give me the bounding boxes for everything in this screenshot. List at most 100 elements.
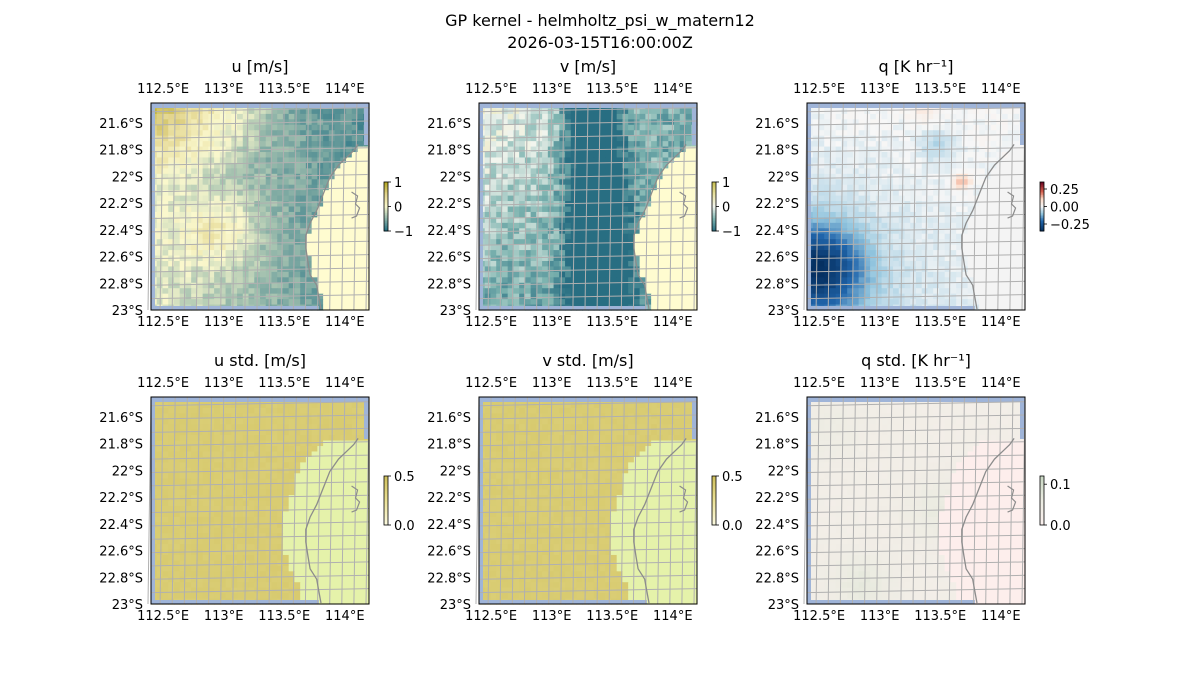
heatmap-cell (593, 260, 601, 268)
heatmap-cell (679, 119, 687, 126)
heatmap-cell (616, 135, 624, 142)
heatmap-cell (179, 435, 187, 442)
heatmap-cell (507, 260, 515, 268)
heatmap-cell (565, 190, 572, 197)
heatmap-cell (173, 184, 181, 191)
heatmap-cell (662, 168, 669, 175)
heatmap-cell (973, 299, 980, 306)
heatmap-cell (225, 429, 232, 436)
heatmap-cell (202, 108, 209, 115)
heatmap-cell (305, 168, 313, 175)
heatmap-cell (881, 135, 888, 142)
colorbar-segment (384, 211, 388, 214)
heatmap-cell (893, 239, 900, 246)
heatmap-cell (881, 113, 888, 120)
heatmap-cell (996, 135, 1003, 142)
heatmap-cell (305, 184, 313, 191)
heatmap-cell (956, 288, 963, 295)
heatmap-cell (530, 217, 537, 224)
heatmap-cell (944, 152, 952, 159)
heatmap-cell (542, 157, 549, 164)
heatmap-cell (870, 277, 877, 284)
heatmap-cell (328, 222, 336, 229)
meridian-line (681, 102, 686, 311)
heatmap-cell (921, 168, 929, 175)
heatmap-cell (645, 228, 652, 235)
heatmap-cell (950, 217, 957, 224)
heatmap-cell (242, 168, 250, 175)
colorbar-tick-label: 0.00 (1050, 201, 1079, 216)
heatmap-cell (323, 113, 330, 120)
heatmap-cell (248, 195, 255, 202)
heatmap-cell (231, 255, 238, 262)
heatmap-cell (277, 179, 284, 186)
heatmap-cell (231, 141, 238, 148)
heatmap-cell (484, 173, 492, 180)
heatmap-cell (260, 211, 267, 218)
heatmap-cell (156, 195, 164, 202)
heatmap-cell (950, 162, 957, 169)
heatmap-cell (881, 277, 888, 284)
heatmap-cell (496, 162, 503, 169)
heatmap-cell (305, 173, 313, 180)
heatmap-cell (536, 162, 543, 169)
heatmap-cell (628, 250, 635, 257)
heatmap-cell (501, 130, 509, 137)
heatmap-cell (237, 418, 244, 425)
heatmap-cell (916, 113, 923, 120)
heatmap-cell (599, 113, 606, 120)
colorbar-segment (1040, 183, 1044, 186)
heatmap-cell (967, 217, 974, 224)
heatmap-cell (248, 446, 255, 453)
heatmap-cell (501, 184, 509, 191)
x-tick-label-top: 112.5°E (137, 82, 189, 97)
heatmap-cell (156, 266, 164, 273)
heatmap-cell (173, 152, 181, 159)
heatmap-cell (674, 108, 681, 115)
heatmap-cell (875, 228, 883, 235)
colorbar-segment (712, 201, 716, 204)
heatmap-cell (162, 288, 169, 295)
heatmap-cell (173, 429, 181, 436)
heatmap-cell (363, 206, 370, 213)
heatmap-cell (490, 222, 497, 229)
heatmap-cell (818, 152, 825, 159)
x-tick-label-bottom: 114°E (653, 315, 693, 330)
heatmap-cell (484, 266, 492, 273)
heatmap-cell (633, 190, 641, 197)
heatmap-cell (685, 304, 692, 311)
heatmap-cell (519, 288, 526, 295)
heatmap-cell (835, 288, 843, 295)
heatmap-cell (921, 190, 929, 197)
heatmap-cell (214, 228, 221, 235)
heatmap-cell (633, 173, 641, 180)
heatmap-cell (265, 446, 273, 453)
colorbar-segment (1040, 229, 1044, 232)
heatmap-cell (225, 168, 232, 175)
heatmap-cell (921, 113, 929, 120)
y-tick-label: 23°S (112, 304, 143, 319)
heatmap-cell (524, 152, 532, 159)
heatmap-cell (967, 271, 974, 278)
heatmap-cell (507, 113, 515, 120)
heatmap-cell (852, 179, 860, 186)
heatmap-cell (921, 233, 929, 240)
heatmap-cell (501, 222, 509, 229)
heatmap-cell (496, 146, 503, 153)
heatmap-cell (1013, 195, 1020, 202)
heatmap-cell (1002, 277, 1009, 284)
heatmap-cell (219, 184, 227, 191)
heatmap-cell (616, 157, 624, 164)
heatmap-cell (1007, 119, 1015, 126)
colorbar-segment (384, 196, 388, 199)
heatmap-cell (916, 250, 923, 257)
heatmap-cell (219, 239, 227, 246)
heatmap-cell (208, 179, 215, 186)
heatmap-cell (334, 146, 341, 153)
heatmap-cell (904, 141, 911, 148)
heatmap-cell (616, 179, 624, 186)
heatmap-cell (156, 413, 164, 420)
heatmap-cell (357, 222, 364, 229)
heatmap-cell (893, 152, 900, 159)
heatmap-cell (559, 277, 566, 284)
